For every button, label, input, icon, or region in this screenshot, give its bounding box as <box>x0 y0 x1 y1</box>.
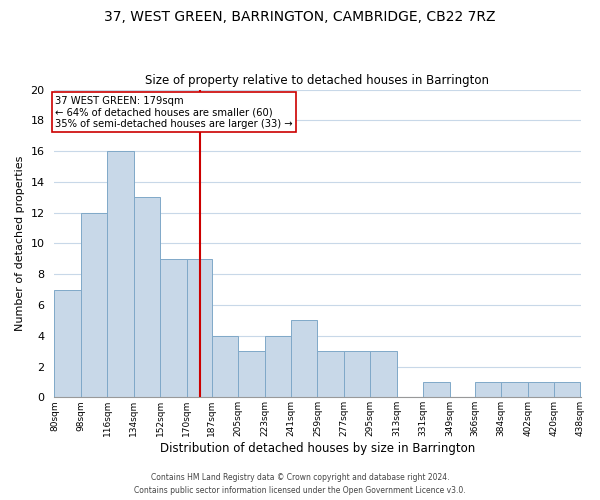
Bar <box>317 351 344 398</box>
Bar <box>554 382 580 398</box>
Bar <box>344 351 370 398</box>
Bar <box>265 336 291 398</box>
X-axis label: Distribution of detached houses by size in Barrington: Distribution of detached houses by size … <box>160 442 475 455</box>
Bar <box>423 382 450 398</box>
Bar <box>291 320 317 398</box>
Bar <box>212 336 238 398</box>
Text: 37, WEST GREEN, BARRINGTON, CAMBRIDGE, CB22 7RZ: 37, WEST GREEN, BARRINGTON, CAMBRIDGE, C… <box>104 10 496 24</box>
Bar <box>134 198 160 398</box>
Bar <box>527 382 554 398</box>
Bar <box>370 351 397 398</box>
Bar <box>501 382 527 398</box>
Title: Size of property relative to detached houses in Barrington: Size of property relative to detached ho… <box>145 74 490 87</box>
Bar <box>160 259 187 398</box>
Bar <box>107 151 134 398</box>
Y-axis label: Number of detached properties: Number of detached properties <box>15 156 25 331</box>
Bar <box>238 351 265 398</box>
Bar <box>475 382 501 398</box>
Bar <box>187 259 212 398</box>
Text: 37 WEST GREEN: 179sqm
← 64% of detached houses are smaller (60)
35% of semi-deta: 37 WEST GREEN: 179sqm ← 64% of detached … <box>55 96 293 129</box>
Bar <box>55 290 81 398</box>
Text: Contains HM Land Registry data © Crown copyright and database right 2024.
Contai: Contains HM Land Registry data © Crown c… <box>134 474 466 495</box>
Bar <box>81 212 107 398</box>
